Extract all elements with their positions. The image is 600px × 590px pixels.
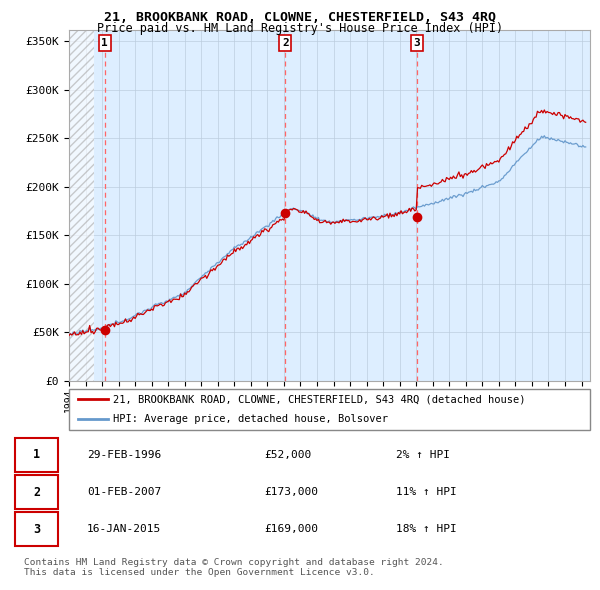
Text: 29-FEB-1996: 29-FEB-1996	[87, 450, 161, 460]
Text: £173,000: £173,000	[264, 487, 318, 497]
Text: 1: 1	[101, 38, 108, 48]
Text: 3: 3	[33, 523, 40, 536]
FancyBboxPatch shape	[69, 389, 590, 430]
Text: 21, BROOKBANK ROAD, CLOWNE, CHESTERFIELD, S43 4RQ (detached house): 21, BROOKBANK ROAD, CLOWNE, CHESTERFIELD…	[113, 395, 526, 404]
Text: Price paid vs. HM Land Registry's House Price Index (HPI): Price paid vs. HM Land Registry's House …	[97, 22, 503, 35]
Text: 16-JAN-2015: 16-JAN-2015	[87, 525, 161, 534]
Text: £169,000: £169,000	[264, 525, 318, 534]
Text: 2: 2	[282, 38, 289, 48]
Text: 2: 2	[33, 486, 40, 499]
Text: 01-FEB-2007: 01-FEB-2007	[87, 487, 161, 497]
Text: HPI: Average price, detached house, Bolsover: HPI: Average price, detached house, Bols…	[113, 415, 388, 424]
Text: 21, BROOKBANK ROAD, CLOWNE, CHESTERFIELD, S43 4RQ: 21, BROOKBANK ROAD, CLOWNE, CHESTERFIELD…	[104, 11, 496, 24]
Text: £52,000: £52,000	[264, 450, 311, 460]
Text: 1: 1	[33, 448, 40, 461]
Text: 2% ↑ HPI: 2% ↑ HPI	[396, 450, 450, 460]
Text: 3: 3	[413, 38, 420, 48]
Text: Contains HM Land Registry data © Crown copyright and database right 2024.
This d: Contains HM Land Registry data © Crown c…	[24, 558, 444, 577]
Bar	[69, 30, 94, 381]
Text: 11% ↑ HPI: 11% ↑ HPI	[396, 487, 457, 497]
Text: 18% ↑ HPI: 18% ↑ HPI	[396, 525, 457, 534]
